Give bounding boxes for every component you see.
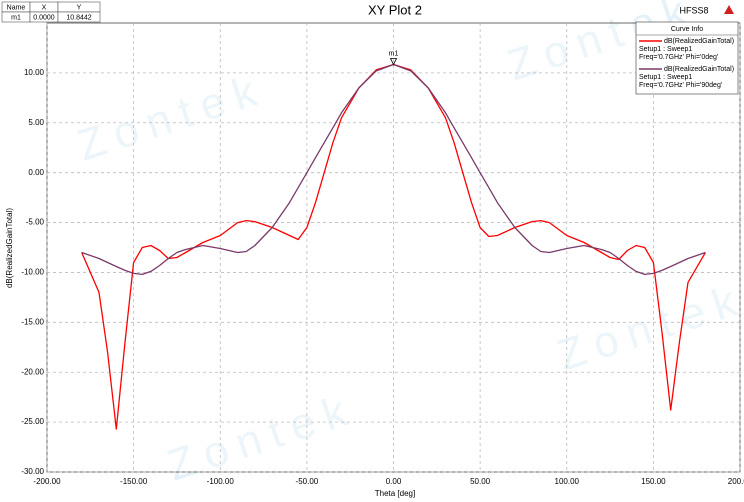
y-axis-label: dB(RealizedGainTotal)	[5, 208, 14, 288]
y-tick-label: -30.00	[21, 467, 44, 476]
marker-point	[389, 58, 398, 66]
legend-freq: Freq='0.7GHz' Phi='0deg'	[639, 54, 718, 61]
legend-setup: Setup1 : Sweep1	[639, 74, 692, 81]
table-header: Name	[7, 4, 26, 11]
x-tick-label: 0.00	[386, 477, 402, 486]
legend-box	[635, 21, 739, 95]
y-tick-label: -10.00	[21, 268, 44, 277]
y-tick-label: -25.00	[21, 417, 44, 426]
legend-label: dB(RealizedGainTotal)	[664, 66, 734, 73]
x-tick-label: 100.00	[555, 477, 580, 486]
legend-title: Curve Info	[671, 26, 703, 33]
y-tick-label: 0.00	[28, 168, 44, 177]
table-cell-text: m1	[11, 14, 21, 21]
x-tick-label: 50.00	[470, 477, 491, 486]
y-tick-label: -20.00	[21, 367, 44, 376]
logo	[724, 5, 734, 14]
legend-freq: Freq='0.7GHz' Phi='90deg'	[639, 82, 722, 89]
table-header: Y	[77, 4, 82, 11]
table-cell-text: 0.0000	[33, 14, 55, 21]
table-cell-text: 10.8442	[66, 14, 91, 21]
x-tick-label: -100.00	[207, 477, 235, 486]
brand: HFSS8	[679, 5, 708, 15]
x-tick-label: -50.00	[296, 477, 319, 486]
x-axis-label: Theta [deg]	[375, 489, 415, 498]
y-tick-label: -5.00	[26, 218, 45, 227]
marker-label: m1	[389, 50, 399, 57]
table-header: X	[42, 4, 47, 11]
x-tick-label: 150.00	[641, 477, 666, 486]
y-tick-label: 10.00	[24, 68, 45, 77]
x-tick-label: -150.00	[120, 477, 148, 486]
y-tick-label: 5.00	[28, 118, 44, 127]
legend-label: dB(RealizedGainTotal)	[664, 38, 734, 45]
table-cell	[57, 11, 101, 23]
chart-title: XY Plot 2	[368, 2, 422, 17]
y-tick-label: -15.00	[21, 317, 44, 326]
x-tick-label: 200.00	[728, 477, 744, 486]
x-tick-label: -200.00	[33, 477, 61, 486]
legend-setup: Setup1 : Sweep1	[639, 46, 692, 53]
